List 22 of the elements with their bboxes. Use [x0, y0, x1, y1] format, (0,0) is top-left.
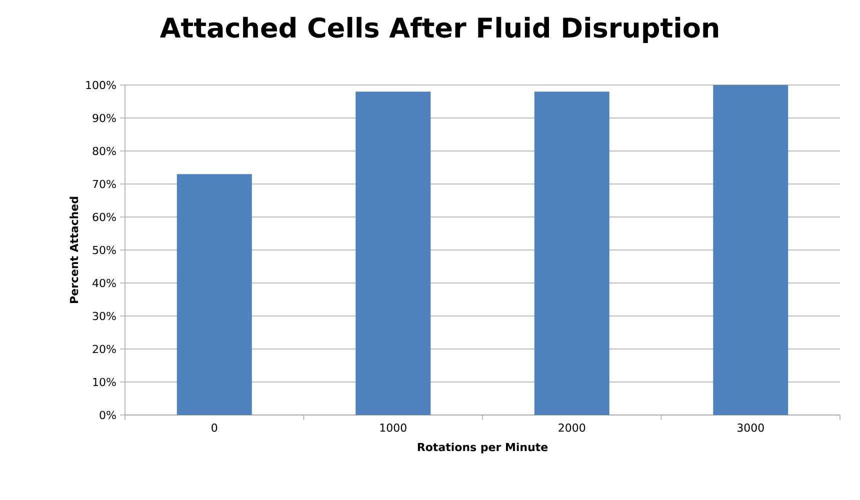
y-tick-label: 10% [93, 378, 116, 386]
y-tick-label: 50% [92, 246, 116, 254]
y-tick-label: 30% [92, 312, 116, 320]
y-tick-label: 40% [92, 278, 116, 288]
y-tick-label: 0% [100, 410, 116, 420]
x-tick-label: 1000 [380, 424, 406, 432]
y-tick-label: 70% [92, 180, 116, 188]
y-tick-label: 20% [92, 344, 116, 354]
x-axis-title: Rotations per Minute [418, 442, 548, 454]
bar [356, 92, 431, 415]
x-tick-label: 3000 [737, 424, 764, 432]
x-tick-label: 2000 [558, 424, 586, 432]
y-tick-label: 90% [92, 114, 116, 122]
bar [534, 92, 610, 415]
bar [176, 174, 252, 415]
bar [713, 84, 788, 415]
y-axis-title: Percent Attached [70, 196, 78, 303]
x-tick-label: 0 [212, 424, 218, 432]
y-tick-label: 80% [92, 146, 116, 156]
y-tick-label: 60% [92, 212, 116, 222]
chart-title: Attached Cells After Fluid Disruption [160, 16, 718, 44]
y-tick-label: 100% [86, 80, 116, 90]
